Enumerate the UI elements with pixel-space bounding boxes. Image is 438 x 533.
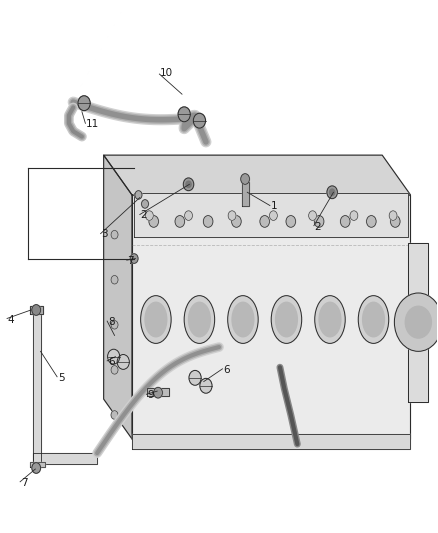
Circle shape xyxy=(314,216,324,227)
Circle shape xyxy=(309,211,317,220)
Polygon shape xyxy=(408,243,428,402)
Text: 7: 7 xyxy=(127,256,134,266)
Circle shape xyxy=(178,107,190,122)
Text: 3: 3 xyxy=(102,229,108,239)
Circle shape xyxy=(329,189,335,196)
Circle shape xyxy=(269,211,277,220)
Circle shape xyxy=(135,191,142,199)
Circle shape xyxy=(32,463,41,473)
Circle shape xyxy=(200,378,212,393)
Text: 10: 10 xyxy=(160,68,173,78)
Ellipse shape xyxy=(188,302,210,337)
Circle shape xyxy=(108,349,120,364)
Circle shape xyxy=(228,211,236,220)
Circle shape xyxy=(340,216,350,227)
Circle shape xyxy=(78,96,90,111)
Polygon shape xyxy=(104,155,410,195)
Circle shape xyxy=(232,216,241,227)
Ellipse shape xyxy=(271,296,302,343)
Circle shape xyxy=(394,293,438,351)
Circle shape xyxy=(193,114,205,128)
Circle shape xyxy=(286,216,296,227)
Text: 9: 9 xyxy=(147,390,154,400)
Text: 2: 2 xyxy=(141,209,147,220)
Circle shape xyxy=(327,186,337,199)
Polygon shape xyxy=(132,433,410,449)
Polygon shape xyxy=(30,462,45,467)
Text: 8: 8 xyxy=(108,317,115,327)
Circle shape xyxy=(350,211,358,220)
Circle shape xyxy=(111,320,118,329)
Polygon shape xyxy=(134,193,408,237)
Circle shape xyxy=(367,216,376,227)
Circle shape xyxy=(189,370,201,385)
Text: 2: 2 xyxy=(315,222,321,232)
Circle shape xyxy=(391,216,400,227)
Polygon shape xyxy=(104,155,132,439)
Ellipse shape xyxy=(184,296,215,343)
Ellipse shape xyxy=(276,302,297,337)
Circle shape xyxy=(203,216,213,227)
Polygon shape xyxy=(33,313,41,463)
Circle shape xyxy=(117,354,129,369)
Ellipse shape xyxy=(232,302,254,337)
Ellipse shape xyxy=(145,302,167,337)
Circle shape xyxy=(241,174,250,184)
Circle shape xyxy=(389,211,397,220)
Circle shape xyxy=(32,305,41,316)
Circle shape xyxy=(149,216,159,227)
Text: 6: 6 xyxy=(108,357,115,367)
Circle shape xyxy=(145,211,153,220)
Ellipse shape xyxy=(363,302,385,337)
Polygon shape xyxy=(242,182,249,206)
Circle shape xyxy=(111,366,118,374)
Polygon shape xyxy=(147,389,169,397)
Text: 7: 7 xyxy=(21,478,28,488)
Ellipse shape xyxy=(358,296,389,343)
Text: 11: 11 xyxy=(86,119,99,130)
Polygon shape xyxy=(33,453,97,464)
Text: 6: 6 xyxy=(223,365,230,375)
Circle shape xyxy=(111,276,118,284)
Ellipse shape xyxy=(228,296,258,343)
Circle shape xyxy=(154,387,162,398)
Text: 1: 1 xyxy=(271,200,278,211)
Polygon shape xyxy=(132,195,410,439)
Circle shape xyxy=(141,200,148,208)
Ellipse shape xyxy=(319,302,341,337)
Circle shape xyxy=(130,254,138,263)
Circle shape xyxy=(111,411,118,419)
Ellipse shape xyxy=(315,296,345,343)
Text: 5: 5 xyxy=(58,373,64,383)
Circle shape xyxy=(186,181,191,188)
Text: 4: 4 xyxy=(8,314,14,325)
Circle shape xyxy=(111,230,118,239)
Circle shape xyxy=(405,306,431,338)
Circle shape xyxy=(175,216,185,227)
Circle shape xyxy=(260,216,269,227)
Circle shape xyxy=(185,211,192,220)
Circle shape xyxy=(184,178,194,191)
Ellipse shape xyxy=(141,296,171,343)
Polygon shape xyxy=(30,306,43,314)
